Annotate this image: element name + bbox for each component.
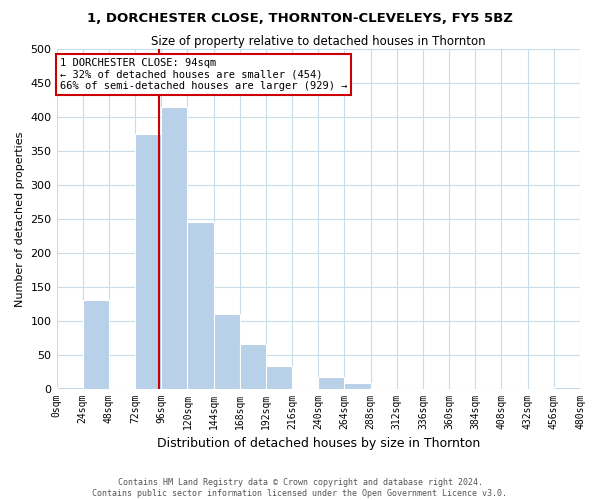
Bar	[187, 222, 214, 388]
Y-axis label: Number of detached properties: Number of detached properties	[15, 131, 25, 306]
Bar	[214, 314, 240, 388]
Title: Size of property relative to detached houses in Thornton: Size of property relative to detached ho…	[151, 35, 485, 48]
Text: 1, DORCHESTER CLOSE, THORNTON-CLEVELEYS, FY5 5BZ: 1, DORCHESTER CLOSE, THORNTON-CLEVELEYS,…	[87, 12, 513, 26]
Bar	[318, 377, 344, 388]
Bar	[344, 383, 371, 388]
Bar	[266, 366, 292, 388]
Bar	[554, 387, 580, 388]
Bar	[56, 387, 83, 388]
Bar	[161, 107, 187, 388]
X-axis label: Distribution of detached houses by size in Thornton: Distribution of detached houses by size …	[157, 437, 480, 450]
Text: Contains HM Land Registry data © Crown copyright and database right 2024.
Contai: Contains HM Land Registry data © Crown c…	[92, 478, 508, 498]
Bar	[135, 134, 161, 388]
Bar	[83, 300, 109, 388]
Text: 1 DORCHESTER CLOSE: 94sqm
← 32% of detached houses are smaller (454)
66% of semi: 1 DORCHESTER CLOSE: 94sqm ← 32% of detac…	[60, 58, 347, 91]
Bar	[240, 344, 266, 389]
